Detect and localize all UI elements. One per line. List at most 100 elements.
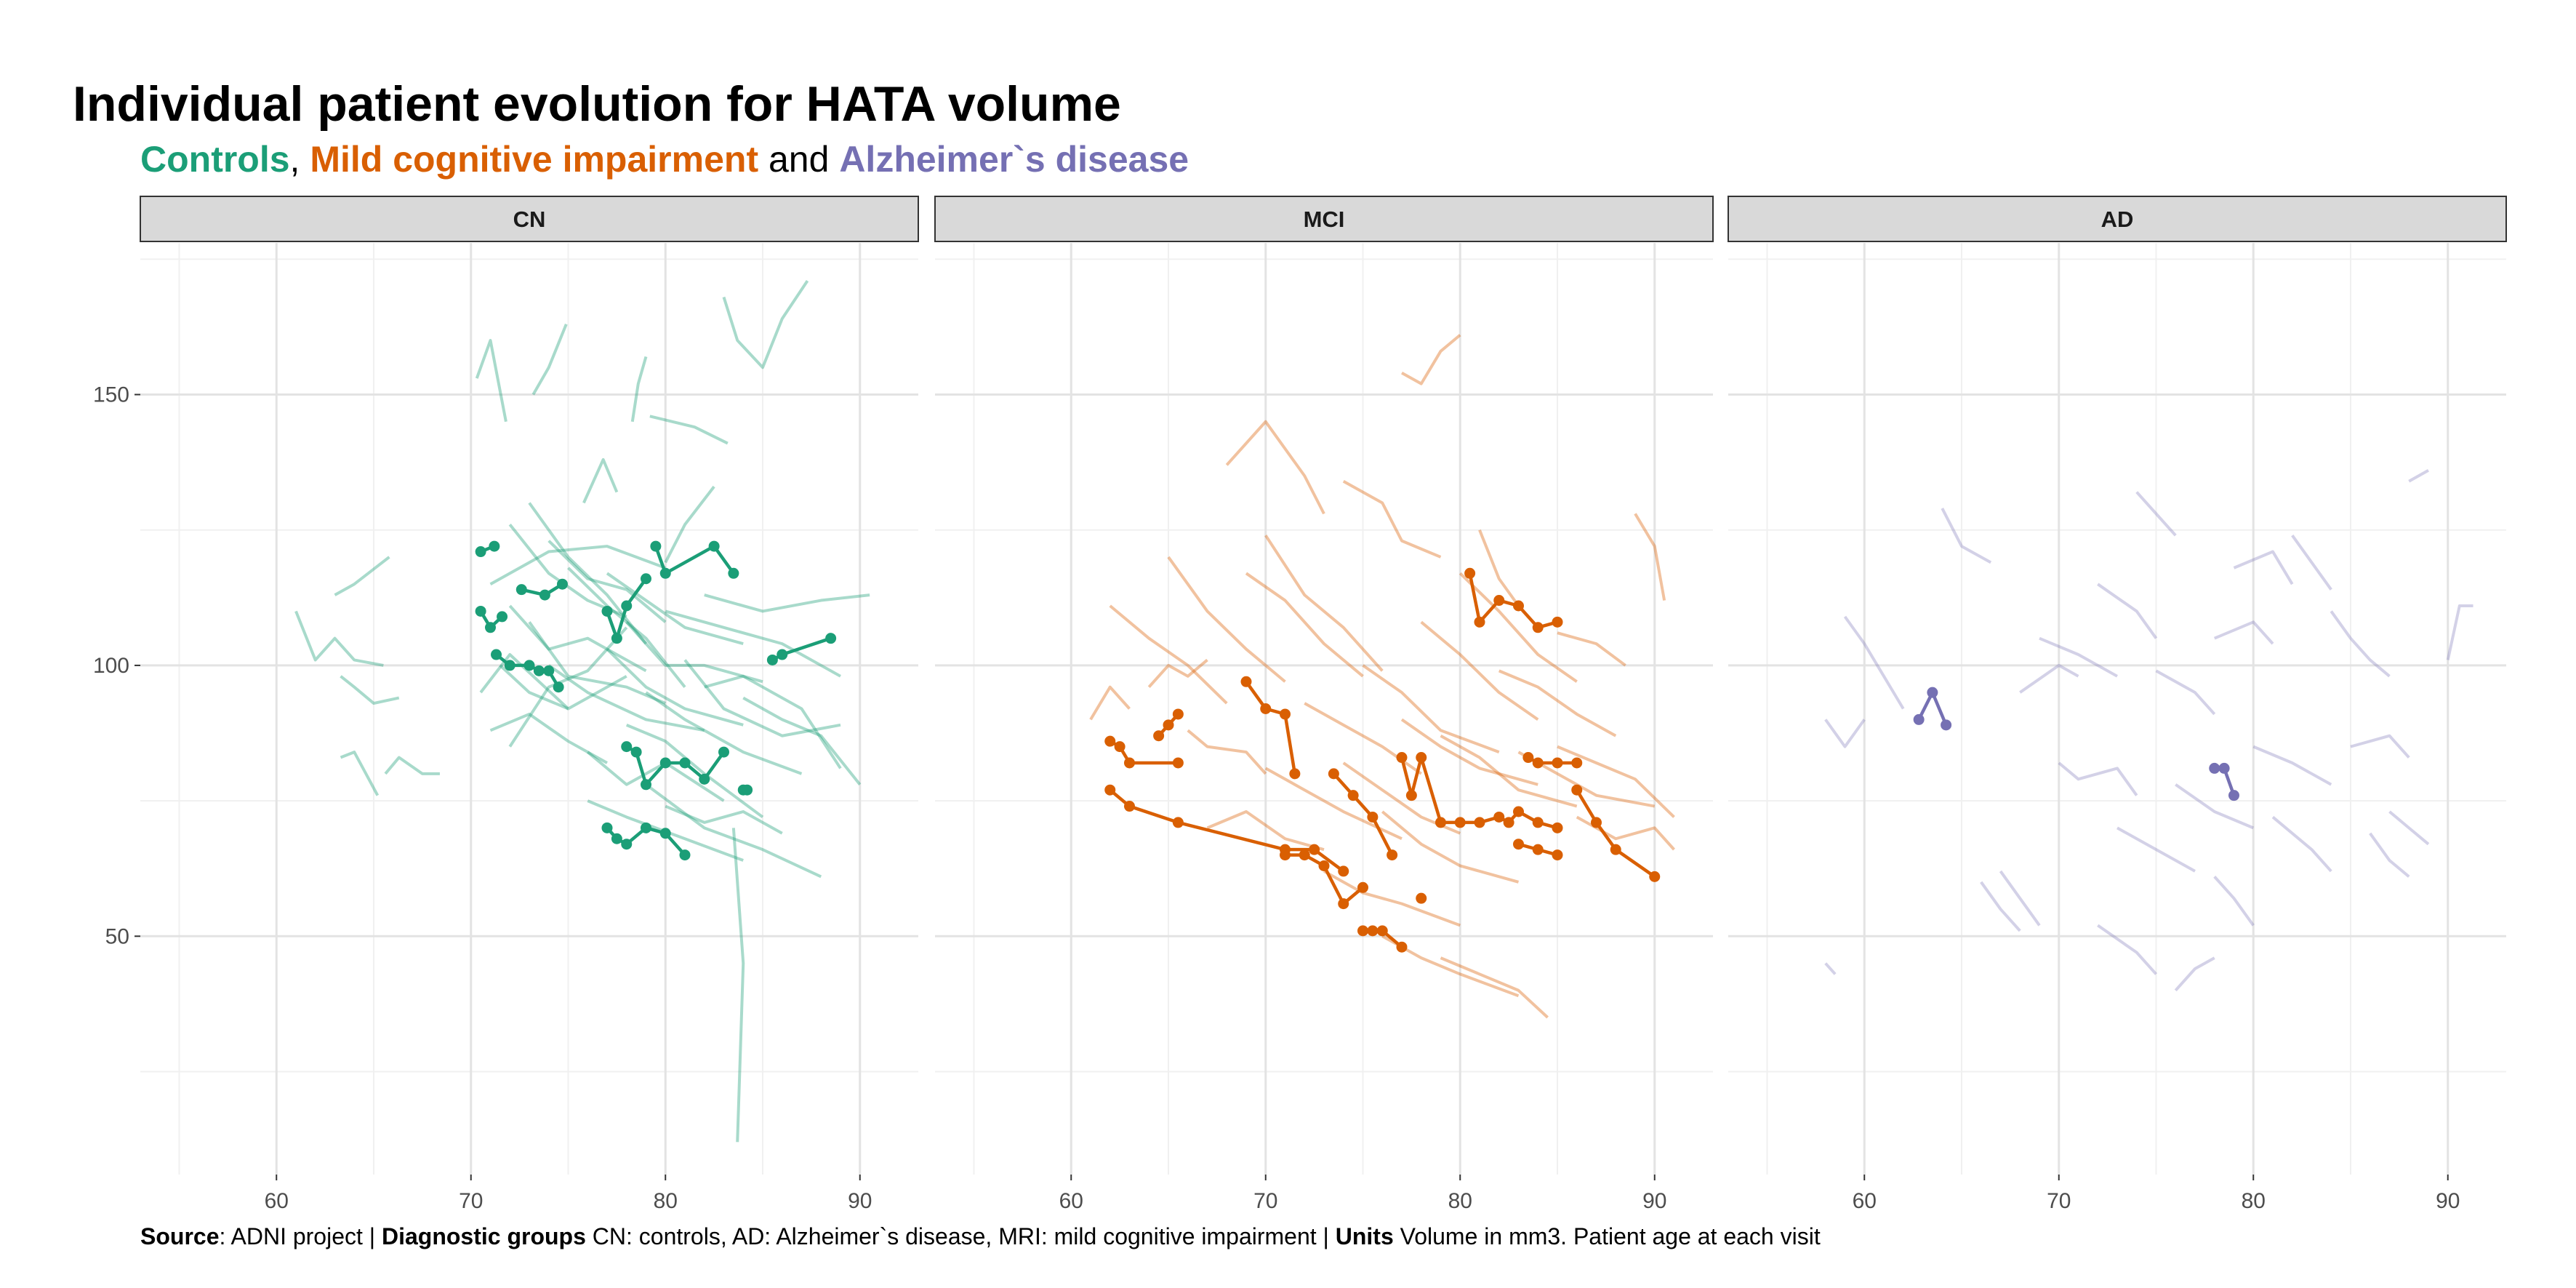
patient-trajectory	[742, 696, 862, 786]
patient-trajectory	[1498, 669, 1617, 737]
facet-strip	[1728, 196, 2507, 242]
visit-point	[2228, 790, 2239, 801]
highlighted-trajectory	[605, 577, 648, 640]
visit-point	[1396, 941, 1408, 953]
patient-trajectory	[625, 621, 763, 684]
patient-trajectory	[1167, 556, 1286, 683]
chart-title: Individual patient evolution for HATA vo…	[73, 76, 1121, 132]
visit-point	[1104, 784, 1116, 796]
visit-point	[1513, 600, 1524, 612]
patient-trajectory	[2174, 956, 2215, 992]
patient-trajectory	[582, 457, 619, 504]
visit-point	[621, 600, 633, 612]
highlighted-trajectory	[654, 544, 735, 575]
x-tick-label: 60	[1853, 1189, 1877, 1213]
visit-point	[1280, 849, 1291, 861]
x-tick-label: 80	[654, 1189, 678, 1213]
patient-trajectory	[1420, 620, 1539, 721]
visit-point	[485, 622, 496, 633]
visit-point	[1649, 871, 1661, 882]
patient-trajectory	[1634, 513, 1666, 601]
patient-trajectory	[1342, 479, 1442, 559]
visit-point	[1280, 708, 1291, 720]
visit-point	[777, 649, 788, 660]
visit-point	[475, 546, 486, 558]
visit-point	[475, 605, 486, 617]
highlighted-trajectory	[1527, 756, 1577, 765]
patient-trajectory	[2213, 876, 2255, 927]
visit-point	[650, 540, 662, 552]
patient-trajectory	[664, 485, 715, 564]
x-tick-label: 70	[2047, 1189, 2071, 1213]
visit-point	[1367, 811, 1379, 823]
visit-point	[1416, 892, 1427, 904]
visit-point	[1532, 622, 1544, 633]
patient-trajectory	[340, 751, 380, 796]
visit-point	[1172, 708, 1184, 720]
visit-point	[641, 573, 651, 585]
patient-trajectory	[1401, 334, 1461, 385]
visit-point	[543, 665, 555, 676]
patient-trajectory	[606, 572, 744, 646]
visit-point	[1571, 784, 1583, 796]
patient-trajectory	[665, 609, 841, 678]
visit-point	[621, 839, 633, 850]
patient-trajectory	[2039, 636, 2118, 678]
visit-point	[1532, 757, 1544, 769]
caption-groups-text: CN: controls, AD: Alzheimer`s disease, M…	[585, 1223, 1336, 1249]
x-tick-label: 70	[459, 1189, 483, 1213]
visit-point	[1376, 925, 1388, 937]
patient-trajectory	[1440, 734, 1578, 808]
patient-trajectory	[649, 415, 729, 445]
chart-caption: Source: ADNI project | Diagnostic groups…	[140, 1223, 1821, 1250]
visit-point	[1405, 790, 1417, 801]
patient-trajectory	[1843, 615, 1905, 710]
highlighted-trajectory	[1245, 680, 1297, 775]
visit-point	[1474, 616, 1485, 628]
visit-point	[1913, 713, 1925, 725]
patient-trajectory	[645, 691, 803, 775]
visit-point	[1532, 817, 1544, 828]
visit-point	[1153, 730, 1165, 742]
faceted-line-chart: 50 100 150 CN 60 70 80 90 MCI 60 70 80 90 AD 60 70 80 90	[93, 196, 2507, 1213]
visit-point	[1464, 567, 1476, 579]
visit-point	[1357, 925, 1368, 937]
patient-trajectory	[1206, 810, 1325, 852]
visit-point	[1338, 865, 1349, 877]
patient-trajectory	[1440, 956, 1549, 1019]
caption-groups-label: Diagnostic groups	[381, 1223, 586, 1249]
patient-trajectory	[704, 593, 870, 613]
patient-trajectory	[722, 280, 809, 369]
visit-point	[1493, 595, 1505, 607]
patient-trajectory	[479, 653, 627, 711]
visit-point	[1552, 757, 1563, 769]
patient-trajectory	[294, 610, 384, 667]
patient-trajectory	[1381, 810, 1520, 884]
x-tick-label: 90	[2436, 1189, 2460, 1213]
patient-trajectory	[1824, 962, 1837, 975]
patient-trajectory	[2213, 620, 2274, 645]
patient-trajectory	[2388, 810, 2430, 846]
visit-point	[1493, 811, 1505, 823]
patient-trajectory	[531, 323, 568, 396]
patient-trajectory	[1264, 767, 1403, 841]
patient-trajectory	[528, 621, 667, 705]
patient-trajectory	[1245, 572, 1364, 678]
visit-point	[708, 540, 720, 552]
patient-trajectory	[1187, 729, 1267, 775]
visit-point	[1318, 860, 1330, 871]
y-tick-label: 100	[93, 654, 129, 678]
patient-trajectory	[2233, 550, 2294, 585]
patient-trajectory	[340, 675, 400, 705]
visit-point	[1240, 676, 1252, 687]
visit-point	[1367, 925, 1379, 937]
patient-trajectory	[475, 339, 507, 423]
patient-trajectory	[1458, 572, 1578, 683]
visit-point	[491, 649, 502, 660]
visit-point	[515, 584, 527, 596]
x-tick-label: 90	[848, 1189, 872, 1213]
patient-trajectory	[1225, 420, 1325, 515]
visit-point	[2209, 762, 2220, 774]
patient-trajectory	[1557, 745, 1675, 818]
patient-trajectory	[2097, 583, 2158, 639]
